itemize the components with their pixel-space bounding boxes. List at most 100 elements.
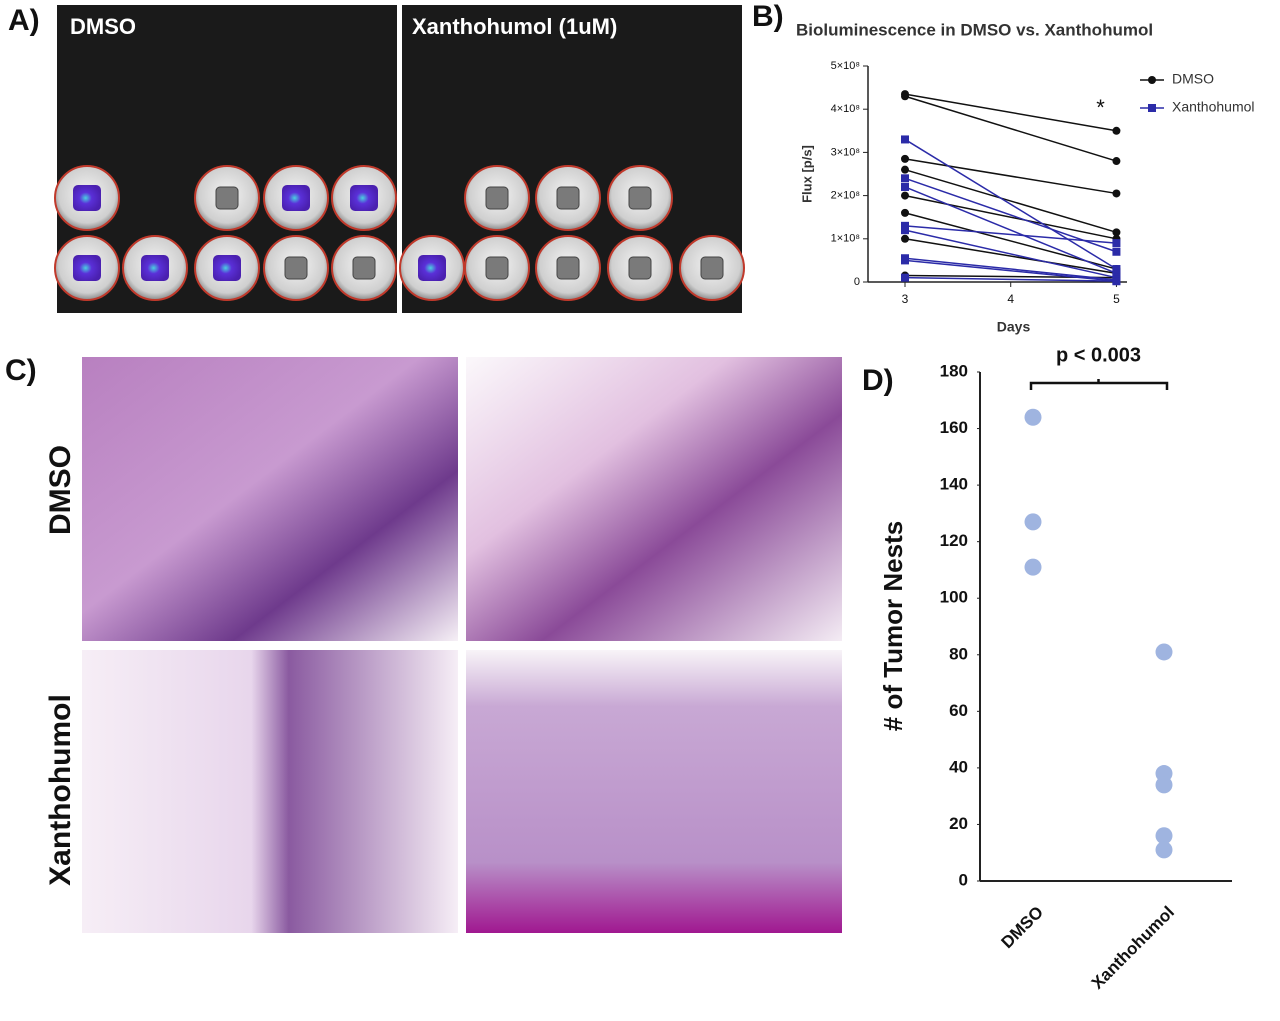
tissue [485, 186, 509, 210]
point [901, 221, 909, 230]
y-tick-label: 40 [949, 757, 968, 776]
x-tick-label: Xanthohumol [1088, 903, 1178, 993]
y-tick-label: 1×10⁸ [831, 233, 860, 245]
sample-line [904, 168, 1117, 234]
tissue [215, 186, 239, 210]
chart-title: Bioluminescence in DMSO vs. Xanthohumol [796, 20, 1153, 39]
histology-image [466, 650, 842, 933]
tissue [556, 256, 580, 280]
point [1112, 228, 1121, 237]
sample-line [904, 229, 1117, 279]
point [1155, 643, 1173, 661]
row-label: DMSO [44, 445, 77, 535]
sample-line [904, 238, 1117, 275]
sample-line [904, 186, 1117, 275]
y-tick-label: 120 [940, 531, 968, 550]
point [1112, 157, 1121, 166]
y-tick-label: 80 [949, 644, 968, 663]
tissue [284, 256, 308, 280]
signal [350, 185, 378, 211]
x-tick-label: DMSO [998, 903, 1047, 952]
tissue [628, 256, 652, 280]
legend-label: DMSO [1172, 71, 1214, 87]
sample-line [904, 93, 1117, 132]
y-axis-label: # of Tumor Nests [878, 521, 908, 731]
point [1024, 558, 1042, 576]
y-tick-label: 0 [854, 276, 860, 288]
signal [141, 255, 169, 281]
histology-image [466, 357, 842, 641]
y-tick-label: 60 [949, 701, 968, 720]
signal [73, 255, 101, 281]
point [901, 256, 909, 265]
image-title: DMSO [70, 14, 136, 39]
panel-label: D) [862, 364, 894, 397]
sample-line [904, 225, 1117, 244]
x-tick-label: 5 [1113, 292, 1120, 306]
wells [54, 165, 745, 301]
y-tick-label: 20 [949, 814, 968, 833]
point [901, 165, 909, 174]
point [1112, 189, 1121, 198]
x-tick-label: 4 [1007, 292, 1014, 306]
point [901, 191, 909, 200]
significance-bracket [1029, 379, 1169, 390]
sample-line [904, 276, 1117, 282]
sample-line [904, 194, 1117, 240]
point [1112, 247, 1121, 256]
y-tick-label: 140 [940, 475, 968, 494]
point [1112, 265, 1121, 274]
point [1155, 841, 1173, 859]
y-tick-label: 180 [940, 361, 968, 380]
y-tick-label: 160 [940, 418, 968, 437]
legend-label: Xanthohumol [1172, 99, 1255, 115]
point [901, 226, 909, 235]
y-tick-label: 4×10⁸ [831, 103, 860, 115]
tissue [556, 186, 580, 210]
point [1155, 776, 1173, 794]
signal [213, 255, 241, 281]
y-tick-label: 5×10⁸ [831, 60, 860, 72]
point [901, 234, 909, 243]
sample-line [904, 95, 1117, 162]
panel-label: C) [5, 354, 37, 387]
legend-marker [1148, 104, 1156, 112]
sample-line [904, 257, 1117, 281]
x-axis-label: Days [997, 319, 1031, 335]
sample-line [904, 158, 1117, 195]
point [1112, 277, 1121, 286]
point [1112, 126, 1121, 135]
tissue [352, 256, 376, 280]
signal [282, 185, 310, 211]
y-tick-label: 3×10⁸ [831, 146, 860, 158]
y-tick-label: 0 [959, 870, 968, 889]
histology-image [82, 357, 458, 641]
point [901, 135, 909, 144]
y-axis-label: Flux [p/s] [799, 145, 814, 203]
point [1024, 513, 1042, 531]
sample-line [904, 259, 1117, 282]
annotation: * [1096, 95, 1105, 120]
legend-marker [1148, 76, 1156, 84]
panel-label: B) [752, 0, 784, 33]
tissue [700, 256, 724, 280]
image-title: Xanthohumol (1uM) [412, 14, 617, 39]
point [1112, 269, 1121, 278]
point [1112, 239, 1121, 248]
signal [73, 185, 101, 211]
point [1024, 408, 1042, 426]
point [901, 182, 909, 191]
panel-label: A) [8, 4, 40, 37]
sample-line [904, 138, 1117, 270]
tissue [485, 256, 509, 280]
y-tick-label: 100 [940, 588, 968, 607]
y-tick-label: 2×10⁸ [831, 190, 860, 202]
signal [418, 255, 446, 281]
tissue [628, 186, 652, 210]
row-label: Xanthohumol [44, 694, 77, 886]
point [901, 273, 909, 282]
x-tick-label: 3 [902, 292, 909, 306]
annotation: p < 0.003 [1056, 344, 1141, 366]
